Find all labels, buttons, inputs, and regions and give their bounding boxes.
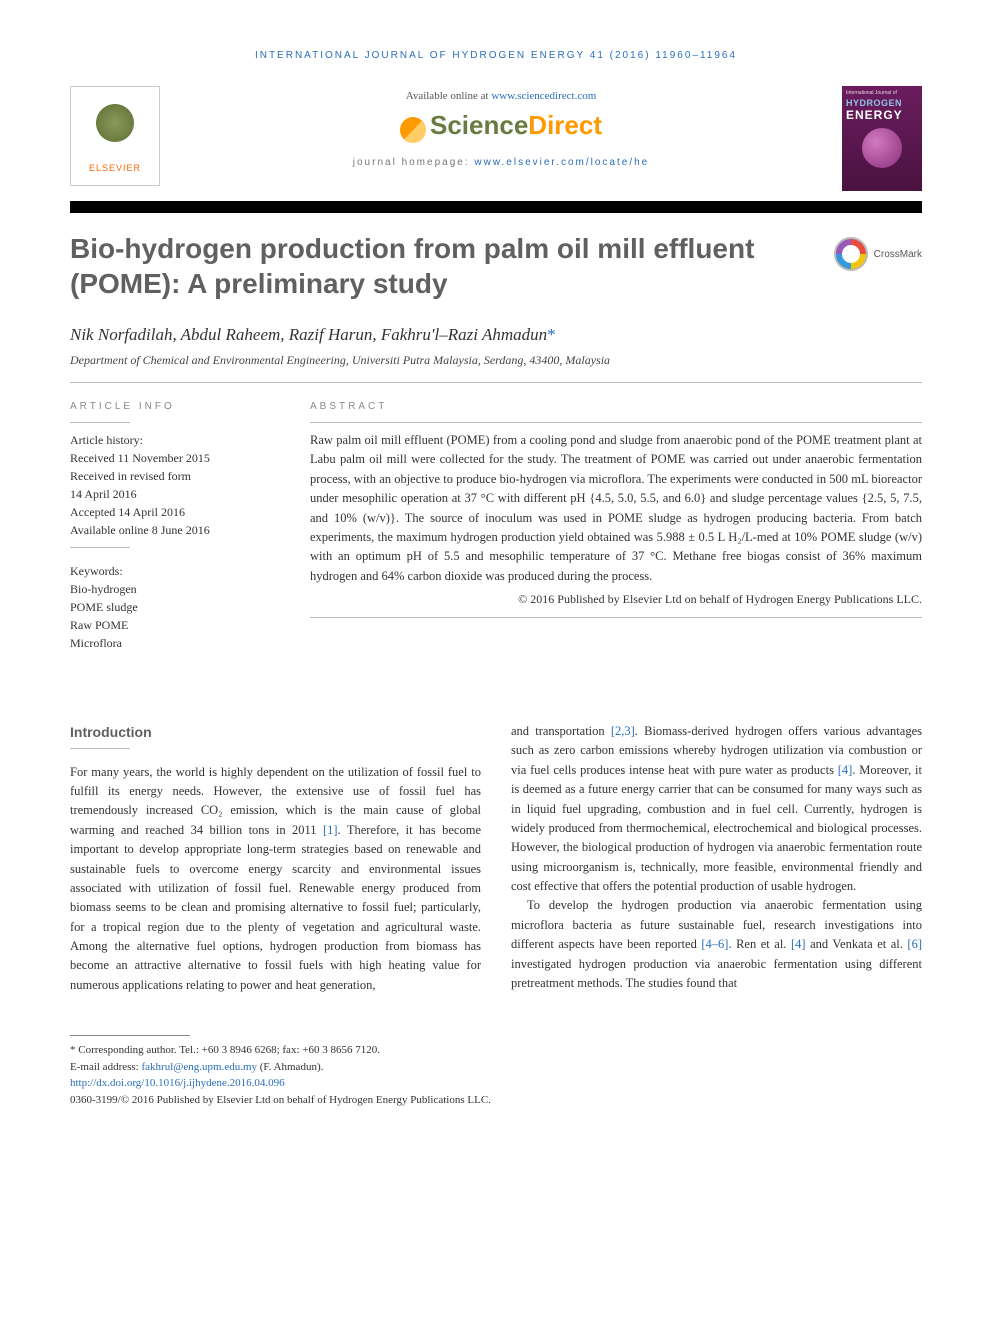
crossmark-label: CrossMark	[874, 249, 922, 260]
body-text: and Venkata et al.	[806, 937, 908, 951]
citation-link[interactable]: [6]	[907, 937, 922, 951]
body-text: investigated hydrogen production via ana…	[511, 957, 922, 990]
article-info-column: ARTICLE INFO Article history: Received 1…	[70, 401, 270, 652]
keyword: Bio-hydrogen	[70, 580, 270, 598]
sciencedirect-logo[interactable]: ScienceDirect	[180, 110, 822, 143]
header-row: ELSEVIER Available online at www.science…	[70, 86, 922, 191]
body-paragraph: To develop the hydrogen production via a…	[511, 896, 922, 993]
homepage-prefix: journal homepage:	[353, 157, 475, 168]
meta-row: ARTICLE INFO Article history: Received 1…	[70, 401, 922, 652]
body-text: . Therefore, it has become important to …	[70, 823, 481, 992]
history-line: Available online 8 June 2016	[70, 521, 270, 539]
author-list: Nik Norfadilah, Abdul Raheem, Razif Haru…	[70, 325, 547, 344]
keyword: Raw POME	[70, 616, 270, 634]
history-label: Article history:	[70, 431, 270, 449]
abstract-text: Raw palm oil mill effluent (POME) from a…	[310, 431, 922, 586]
authors: Nik Norfadilah, Abdul Raheem, Razif Haru…	[70, 325, 922, 345]
elsevier-tree-icon	[85, 99, 145, 159]
citation-link[interactable]: [4]	[838, 763, 853, 777]
body-text: and transportation	[511, 724, 611, 738]
body-paragraph: and transportation [2,3]. Biomass-derive…	[511, 722, 922, 896]
black-divider-bar	[70, 201, 922, 213]
available-prefix: Available online at	[406, 90, 492, 102]
keywords-label: Keywords:	[70, 562, 270, 580]
article-info-label: ARTICLE INFO	[70, 401, 270, 412]
divider	[70, 382, 922, 383]
email-label: E-mail address:	[70, 1061, 141, 1073]
title-row: Bio-hydrogen production from palm oil mi…	[70, 231, 922, 301]
keyword: POME sludge	[70, 598, 270, 616]
issn-copyright: 0360-3199/© 2016 Published by Elsevier L…	[70, 1092, 922, 1109]
history-line: Accepted 14 April 2016	[70, 503, 270, 521]
email-line: E-mail address: fakhrul@eng.upm.edu.my (…	[70, 1059, 922, 1076]
email-link[interactable]: fakhrul@eng.upm.edu.my	[141, 1061, 257, 1073]
crossmark-icon	[834, 237, 868, 271]
sd-brand-science: Science	[430, 110, 528, 140]
footer-block: * Corresponding author. Tel.: +60 3 8946…	[70, 1035, 922, 1108]
citation-link[interactable]: [1]	[323, 823, 338, 837]
header-center: Available online at www.sciencedirect.co…	[180, 86, 822, 168]
body-text: . Ren et al.	[728, 937, 791, 951]
body-column-right: and transportation [2,3]. Biomass-derive…	[511, 722, 922, 995]
introduction-heading: Introduction	[70, 722, 481, 744]
available-online: Available online at www.sciencedirect.co…	[180, 90, 822, 102]
homepage-link[interactable]: www.elsevier.com/locate/he	[474, 157, 649, 168]
doi-link[interactable]: http://dx.doi.org/10.1016/j.ijhydene.201…	[70, 1077, 285, 1089]
body-columns: Introduction For many years, the world i…	[70, 722, 922, 995]
article-title: Bio-hydrogen production from palm oil mi…	[70, 231, 814, 301]
running-header: INTERNATIONAL JOURNAL OF HYDROGEN ENERGY…	[70, 50, 922, 61]
cover-orb-icon	[862, 128, 902, 168]
journal-homepage: journal homepage: www.elsevier.com/locat…	[180, 157, 822, 168]
corr-label: * Corresponding author.	[70, 1044, 177, 1056]
crossmark-widget[interactable]: CrossMark	[834, 237, 922, 271]
cover-line2: HYDROGEN	[846, 98, 918, 108]
history-line: Received 11 November 2015	[70, 449, 270, 467]
keywords-block: Keywords: Bio-hydrogen POME sludge Raw P…	[70, 562, 270, 652]
elsevier-label: ELSEVIER	[89, 163, 141, 173]
thin-divider	[70, 422, 130, 423]
corresponding-author: * Corresponding author. Tel.: +60 3 8946…	[70, 1042, 922, 1059]
elsevier-logo[interactable]: ELSEVIER	[70, 86, 160, 186]
thin-divider	[310, 422, 922, 423]
abstract-copyright: © 2016 Published by Elsevier Ltd on beha…	[310, 592, 922, 607]
sd-brand-direct: Direct	[528, 110, 602, 140]
citation-link[interactable]: [4–6]	[701, 937, 728, 951]
body-paragraph: For many years, the world is highly depe…	[70, 763, 481, 996]
intro-divider	[70, 748, 130, 749]
thin-divider	[70, 547, 130, 548]
corr-tel: Tel.: +60 3 8946 6268; fax: +60 3 8656 7…	[177, 1044, 380, 1056]
cover-line1: International Journal of	[846, 90, 918, 96]
cover-line3: ENERGY	[846, 108, 918, 122]
affiliation: Department of Chemical and Environmental…	[70, 353, 922, 368]
history-line: 14 April 2016	[70, 485, 270, 503]
sd-swoosh-icon	[400, 117, 426, 143]
article-history: Article history: Received 11 November 20…	[70, 431, 270, 539]
sciencedirect-link[interactable]: www.sciencedirect.com	[491, 90, 596, 102]
thin-divider	[310, 617, 922, 618]
citation-link[interactable]: [4]	[791, 937, 806, 951]
footer-divider	[70, 1035, 190, 1036]
body-text: . Moreover, it is deemed as a future ene…	[511, 763, 922, 893]
keyword: Microflora	[70, 634, 270, 652]
citation-link[interactable]: [2,3]	[611, 724, 635, 738]
abstract-column: ABSTRACT Raw palm oil mill effluent (POM…	[310, 401, 922, 652]
journal-cover[interactable]: International Journal of HYDROGEN ENERGY	[842, 86, 922, 191]
body-column-left: Introduction For many years, the world i…	[70, 722, 481, 995]
email-suffix: (F. Ahmadun).	[257, 1061, 323, 1073]
abstract-label: ABSTRACT	[310, 401, 922, 412]
corresponding-marker[interactable]: *	[547, 325, 556, 344]
history-line: Received in revised form	[70, 467, 270, 485]
